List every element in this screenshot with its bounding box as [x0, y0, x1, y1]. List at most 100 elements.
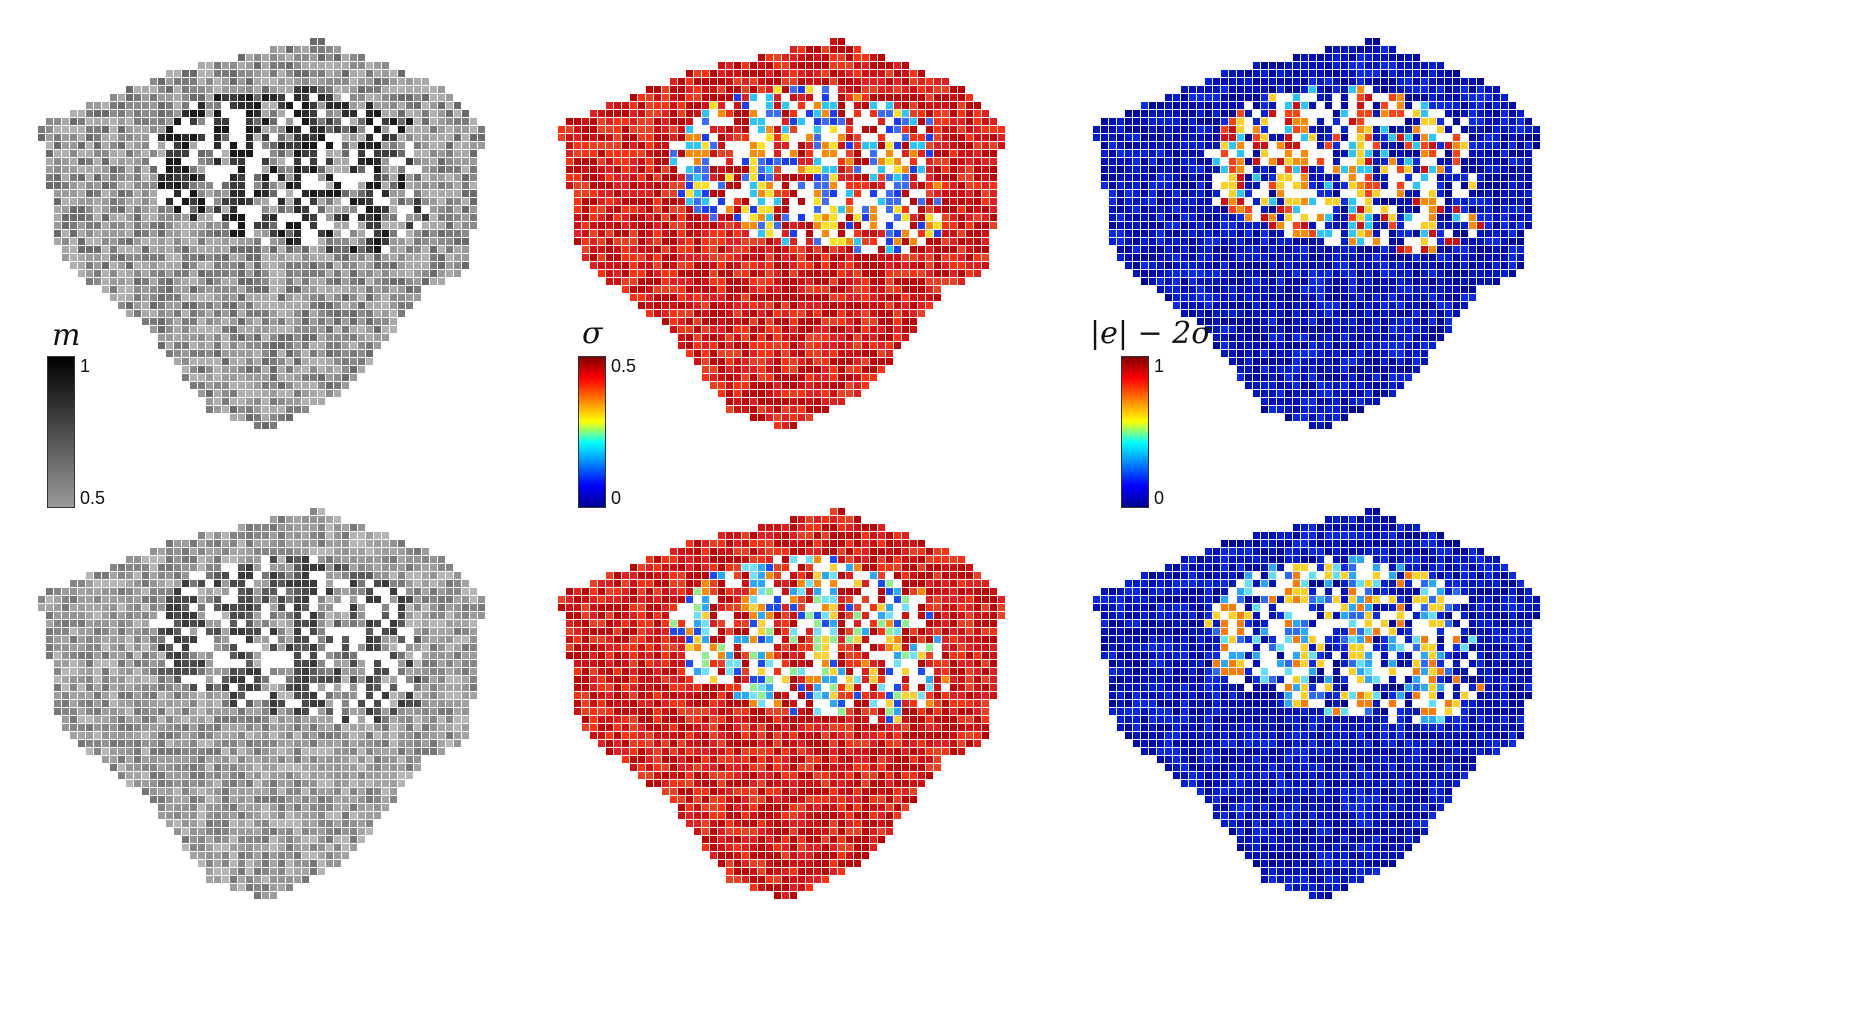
- voxel: [54, 222, 61, 229]
- voxel: [326, 78, 333, 85]
- voxel: [854, 318, 861, 325]
- voxel: [406, 182, 413, 189]
- voxel: [198, 118, 205, 125]
- voxel: [358, 94, 365, 101]
- voxel: [790, 238, 797, 245]
- voxel: [958, 86, 965, 93]
- voxel: [334, 62, 341, 69]
- voxel: [182, 350, 189, 357]
- voxel: [974, 190, 981, 197]
- voxel: [158, 286, 165, 293]
- voxel: [1181, 150, 1188, 157]
- voxel: [646, 294, 653, 301]
- voxel: [1333, 142, 1340, 149]
- voxel: [694, 358, 701, 365]
- voxel: [934, 86, 941, 93]
- voxel: [878, 134, 885, 141]
- voxel: [190, 286, 197, 293]
- voxel: [806, 334, 813, 341]
- voxel: [1245, 94, 1252, 101]
- voxel: [134, 238, 141, 245]
- voxel: [358, 350, 365, 357]
- voxel: [1237, 286, 1244, 293]
- voxel: [110, 190, 117, 197]
- voxel: [1269, 278, 1276, 285]
- voxel: [750, 222, 757, 229]
- voxel: [1125, 214, 1132, 221]
- voxel: [1461, 262, 1468, 269]
- voxel: [166, 342, 173, 349]
- voxel: [1381, 366, 1388, 373]
- voxel: [886, 270, 893, 277]
- voxel: [774, 350, 781, 357]
- voxel: [1309, 334, 1316, 341]
- voxel: [1477, 278, 1484, 285]
- voxel: [806, 94, 813, 101]
- voxel: [1317, 166, 1324, 173]
- voxel: [758, 334, 765, 341]
- voxel: [606, 102, 613, 109]
- voxel: [1141, 230, 1148, 237]
- voxel: [846, 214, 853, 221]
- voxel: [134, 158, 141, 165]
- voxel: [166, 78, 173, 85]
- voxel: [334, 166, 341, 173]
- voxel: [806, 374, 813, 381]
- voxel: [774, 326, 781, 333]
- voxel: [662, 126, 669, 133]
- voxel: [902, 254, 909, 261]
- voxel: [294, 182, 301, 189]
- voxel: [926, 134, 933, 141]
- voxel: [302, 78, 309, 85]
- voxel: [262, 254, 269, 261]
- voxel: [166, 350, 173, 357]
- voxel: [702, 142, 709, 149]
- voxel: [1109, 126, 1116, 133]
- voxel: [1325, 254, 1332, 261]
- voxel: [582, 246, 589, 253]
- voxel: [1237, 310, 1244, 317]
- voxel: [686, 142, 693, 149]
- voxel: [246, 70, 253, 77]
- voxel: [1309, 350, 1316, 357]
- voxel: [1485, 222, 1492, 229]
- voxel: [1197, 198, 1204, 205]
- voxel: [1149, 270, 1156, 277]
- voxel: [1149, 246, 1156, 253]
- voxel: [150, 118, 157, 125]
- voxel: [390, 294, 397, 301]
- voxel: [774, 254, 781, 261]
- voxel: [286, 302, 293, 309]
- voxel: [1485, 150, 1492, 157]
- voxel: [334, 254, 341, 261]
- voxel: [1197, 254, 1204, 261]
- voxel: [150, 262, 157, 269]
- voxel: [902, 206, 909, 213]
- voxel: [390, 278, 397, 285]
- voxel: [1293, 206, 1300, 213]
- voxel: [734, 126, 741, 133]
- voxel: [790, 70, 797, 77]
- voxel: [574, 142, 581, 149]
- voxel: [742, 70, 749, 77]
- voxel: [1181, 158, 1188, 165]
- voxel: [774, 174, 781, 181]
- voxel: [742, 350, 749, 357]
- voxel: [582, 158, 589, 165]
- voxel: [1357, 166, 1364, 173]
- voxel: [1285, 214, 1292, 221]
- voxel: [310, 150, 317, 157]
- voxel: [1141, 254, 1148, 261]
- voxel: [1125, 158, 1132, 165]
- voxel: [1197, 182, 1204, 189]
- voxel: [110, 174, 117, 181]
- voxel: [1317, 118, 1324, 125]
- voxel: [806, 350, 813, 357]
- voxel: [222, 302, 229, 309]
- voxel: [1397, 214, 1404, 221]
- voxel: [742, 110, 749, 117]
- voxel: [1317, 294, 1324, 301]
- voxel: [286, 118, 293, 125]
- voxel: [806, 110, 813, 117]
- voxel: [1157, 278, 1164, 285]
